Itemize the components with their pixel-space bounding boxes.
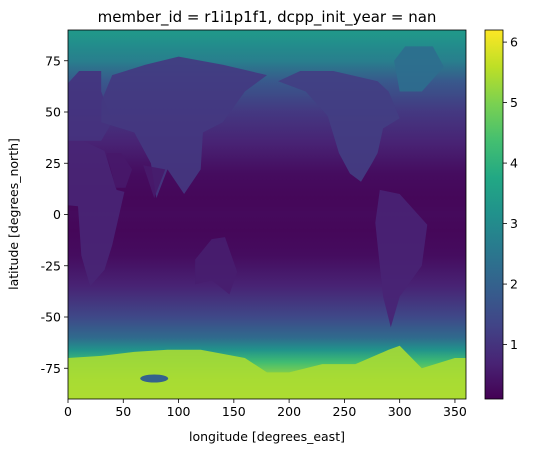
x-tick-label: 100 <box>167 404 191 419</box>
land-europe <box>68 71 113 141</box>
colorbar-tick-label: 3 <box>510 216 518 231</box>
land-antarctica-basin <box>140 374 169 383</box>
x-tick-label: 300 <box>388 404 412 419</box>
colorbar-tick-label: 4 <box>510 156 518 171</box>
colorbar-tick-label: 6 <box>510 35 518 50</box>
y-tick-label: -25 <box>41 258 61 273</box>
colorbar: 1 2 3 4 5 6 <box>484 29 518 400</box>
colorbar-tick-label: 5 <box>510 95 518 110</box>
land-australia <box>195 237 238 295</box>
plot-area <box>68 30 466 399</box>
y-tick-label: 25 <box>45 156 61 171</box>
land-greenland <box>394 46 444 92</box>
colorbar-tick-label: 1 <box>510 337 518 352</box>
land-south-america <box>375 189 428 328</box>
colorbar-gradient <box>484 29 504 400</box>
x-tick-label: 350 <box>443 404 467 419</box>
x-tick-label: 200 <box>277 404 301 419</box>
y-tick-label: -75 <box>41 361 61 376</box>
land-regions <box>68 46 466 399</box>
y-tick-label: 50 <box>45 105 61 120</box>
y-tick-label: -50 <box>41 310 61 325</box>
land-arabia <box>106 153 133 188</box>
x-tick-label: 50 <box>115 404 131 419</box>
land-antarctica <box>68 345 466 399</box>
x-tick-label: 0 <box>64 404 72 419</box>
y-tick-label: 0 <box>53 207 61 222</box>
x-tick-label: 150 <box>222 404 246 419</box>
land-north-america <box>278 71 400 182</box>
x-tick-label: 250 <box>332 404 356 419</box>
x-axis-label: longitude [degrees_east] <box>189 429 345 444</box>
x-axis-ticks: 0 50 100 150 200 250 300 350 <box>64 399 467 419</box>
y-axis-label: latitude [degrees_north] <box>6 138 21 290</box>
colorbar-tick-label: 2 <box>510 277 518 292</box>
land-asia <box>101 56 267 199</box>
colorbar-ticks: 1 2 3 4 5 6 <box>503 35 518 352</box>
y-tick-label: 75 <box>45 53 61 68</box>
y-axis-ticks: 75 50 25 0 -25 -50 -75 <box>41 53 68 376</box>
land-india <box>143 165 166 199</box>
chart-title: member_id = r1i1p1f1, dcpp_init_year = n… <box>98 8 437 27</box>
land-africa <box>68 138 125 287</box>
